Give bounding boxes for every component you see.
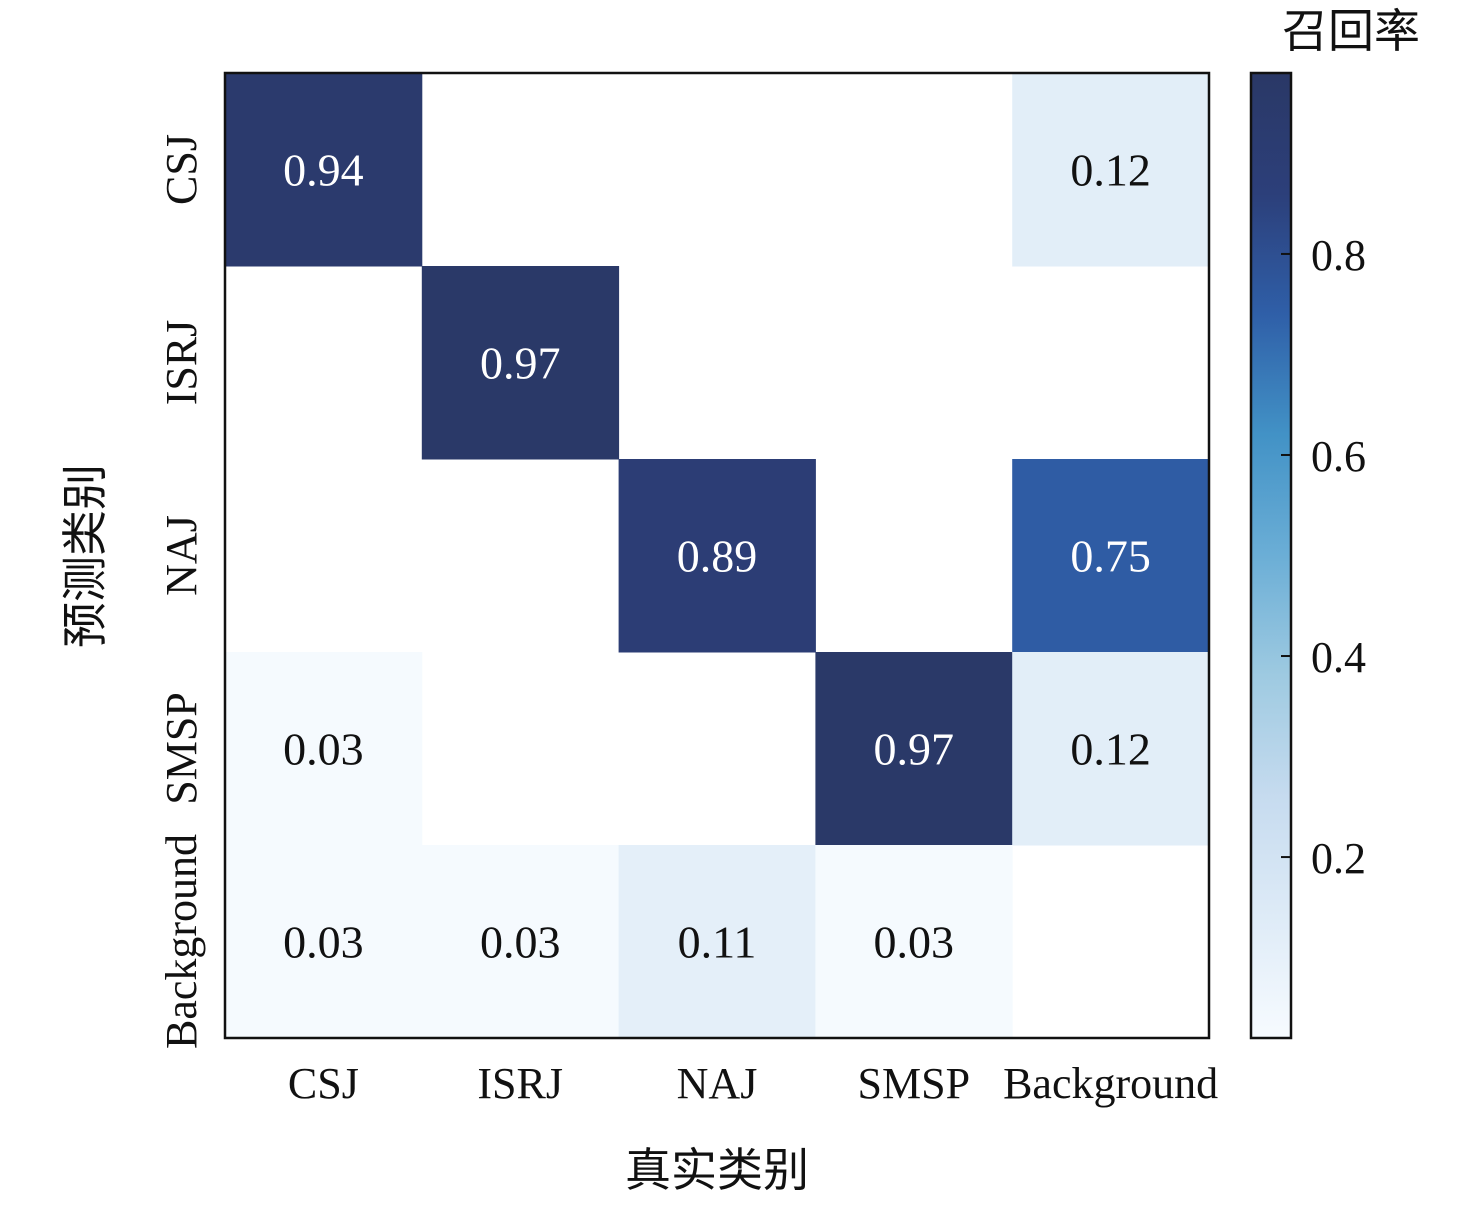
heatmap-cells bbox=[225, 73, 1210, 1039]
heatmap-cell bbox=[815, 652, 1013, 846]
heatmap-cell bbox=[1012, 652, 1210, 846]
heatmap-cell bbox=[1012, 459, 1210, 653]
x-axis-title: 真实类别 bbox=[625, 1145, 809, 1196]
x-axis-tick-labels: CSJ ISRJ NAJ SMSP Background bbox=[288, 1059, 1218, 1108]
x-tick-label: SMSP bbox=[858, 1059, 971, 1108]
colorbar-title: 召回率 bbox=[1282, 6, 1420, 57]
y-tick-label: SMSP bbox=[157, 692, 206, 805]
heatmap-cell bbox=[225, 652, 423, 846]
colorbar-tick-label: 0.2 bbox=[1311, 834, 1366, 883]
heatmap-cell bbox=[618, 459, 816, 653]
cell-value-label: 0.97 bbox=[874, 724, 955, 775]
cell-value-label: 0.12 bbox=[1070, 145, 1151, 196]
x-tick-label: CSJ bbox=[288, 1059, 359, 1108]
cell-value-label: 0.75 bbox=[1070, 531, 1151, 582]
y-tick-label: NAJ bbox=[157, 515, 206, 596]
colorbar bbox=[1249, 71, 1293, 1040]
y-axis-title: 预测类别 bbox=[60, 464, 111, 648]
heatmap-cell bbox=[421, 266, 620, 460]
heatmap-cell bbox=[815, 845, 1013, 1039]
heatmap-cell bbox=[1012, 73, 1210, 267]
cell-value-label: 0.94 bbox=[283, 145, 364, 196]
y-tick-label: Background bbox=[157, 834, 206, 1049]
cell-value-label: 0.03 bbox=[283, 724, 364, 775]
heatmap-cell bbox=[225, 845, 423, 1039]
cell-value-label: 0.11 bbox=[678, 917, 757, 968]
x-tick-label: NAJ bbox=[677, 1059, 758, 1108]
y-axis-tick-labels: CSJ ISRJ NAJ SMSP Background bbox=[157, 134, 206, 1049]
cell-value-label: 0.89 bbox=[677, 531, 758, 582]
y-tick-label: ISRJ bbox=[157, 320, 206, 406]
plot-frame bbox=[223, 71, 1211, 1040]
x-tick-label: Background bbox=[1003, 1059, 1218, 1108]
colorbar-ticks: 0.2 0.4 0.6 0.8 bbox=[1281, 231, 1366, 883]
cell-value-label: 0.03 bbox=[283, 917, 364, 968]
x-tick-label: ISRJ bbox=[477, 1059, 563, 1108]
heatmap-cell bbox=[421, 845, 620, 1039]
colorbar-tick-label: 0.6 bbox=[1311, 432, 1366, 481]
colorbar-tick-label: 0.8 bbox=[1311, 231, 1366, 280]
heatmap-cell-labels: 0.94 0.12 0.97 0.89 0.75 0.03 0.97 0.12 0.03 0.03… bbox=[283, 145, 1151, 968]
heatmap-cell bbox=[225, 73, 423, 267]
cell-value-label: 0.03 bbox=[874, 917, 955, 968]
colorbar-tick-label: 0.4 bbox=[1311, 633, 1366, 682]
heatmap-cell bbox=[618, 845, 816, 1039]
cell-value-label: 0.12 bbox=[1070, 724, 1151, 775]
y-tick-label: CSJ bbox=[157, 134, 206, 205]
cell-value-label: 0.97 bbox=[480, 338, 561, 389]
cell-value-label: 0.03 bbox=[480, 917, 561, 968]
